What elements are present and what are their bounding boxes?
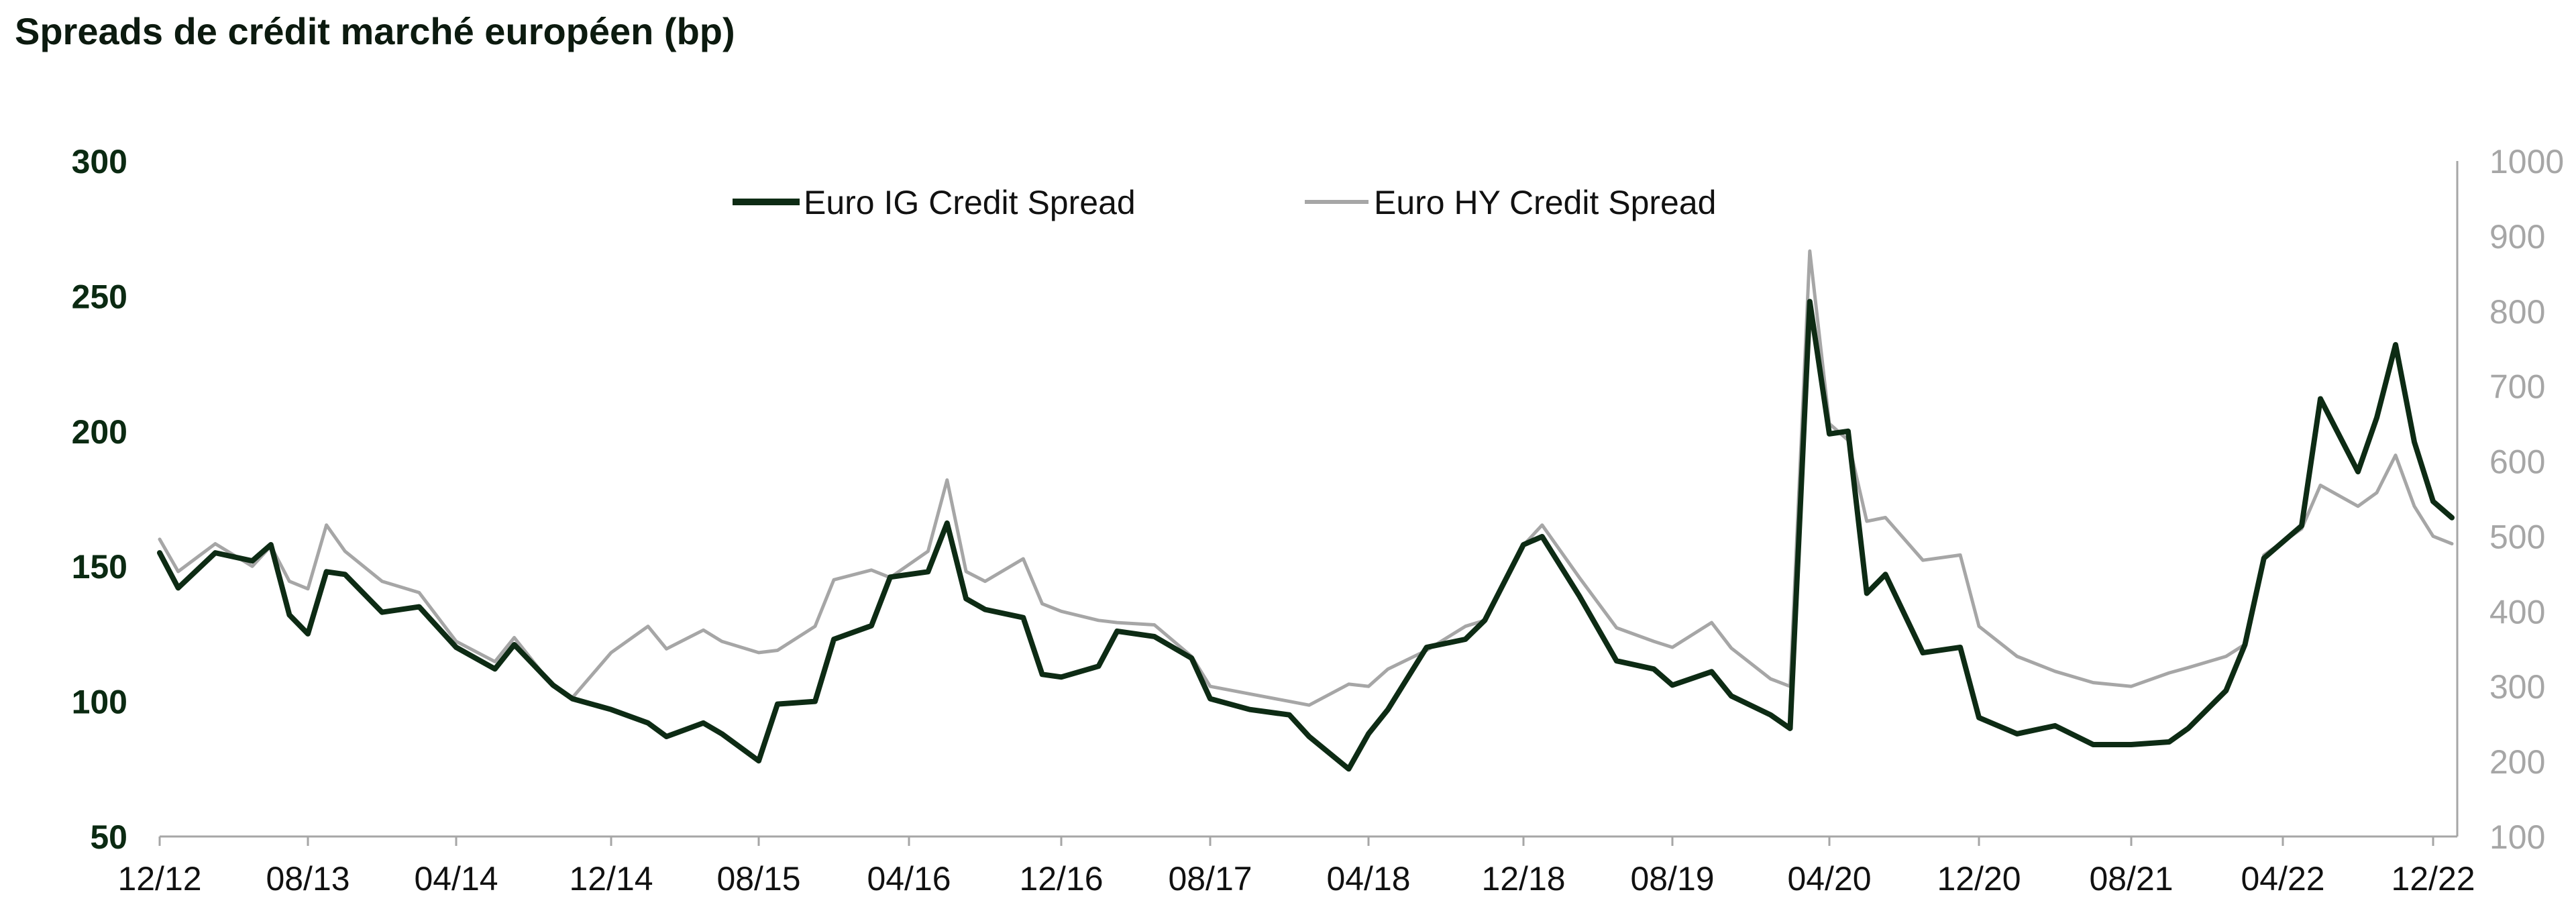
x-tick-label: 04/14 <box>414 860 498 898</box>
x-tick-label: 08/13 <box>266 860 350 898</box>
y-left-tick-label: 200 <box>72 413 127 451</box>
legend-ig-label: Euro IG Credit Spread <box>804 184 1136 221</box>
x-tick-label: 08/21 <box>2089 860 2173 898</box>
y-right-tick-label: 600 <box>2489 443 2545 481</box>
legend: Euro IG Credit Spread Euro HY Credit Spr… <box>733 184 1716 221</box>
x-tick-label: 04/18 <box>1326 860 1410 898</box>
legend-hy-label: Euro HY Credit Spread <box>1374 184 1716 221</box>
x-tick-label: 04/22 <box>2241 860 2324 898</box>
x-tick-label: 12/18 <box>1481 860 1565 898</box>
series-line-ig <box>157 299 2455 772</box>
x-tick-label: 08/15 <box>716 860 800 898</box>
y-left-tick-label: 300 <box>72 143 127 180</box>
chart-title: Spreads de crédit marché européen (bp) <box>15 10 735 52</box>
y-left-tick-label: 100 <box>72 684 127 721</box>
plot-area <box>157 249 2455 772</box>
y-left-tick-label: 250 <box>72 278 127 315</box>
y-right-tick-label: 100 <box>2489 818 2545 856</box>
y-right-tick-label: 200 <box>2489 743 2545 781</box>
y-right-tick-label: 400 <box>2489 593 2545 631</box>
x-tick-label: 12/22 <box>2391 860 2475 898</box>
y-right-tick-label: 300 <box>2489 668 2545 706</box>
y-left-tick-label: 50 <box>90 818 127 856</box>
y-right-tick-label: 1000 <box>2489 143 2564 180</box>
y-right-tick-label: 900 <box>2489 218 2545 256</box>
axes: 300 250 200 150 100 50 1000 900 800 700 600 500 400 3… <box>72 143 2565 898</box>
x-tick-label: 04/20 <box>1787 860 1871 898</box>
x-tick-label: 08/17 <box>1168 860 1252 898</box>
x-tick-label: 04/16 <box>867 860 951 898</box>
x-tick-label: 12/14 <box>569 860 653 898</box>
y-right-tick-label: 500 <box>2489 518 2545 555</box>
x-tick-label: 08/19 <box>1630 860 1714 898</box>
x-tick-label: 12/16 <box>1019 860 1103 898</box>
y-left-tick-label: 150 <box>72 548 127 586</box>
y-right-tick-label: 800 <box>2489 293 2545 331</box>
x-tick-label: 12/12 <box>117 860 201 898</box>
series-line-hy <box>158 249 2454 707</box>
x-tick-label: 12/20 <box>1937 860 2021 898</box>
y-right-tick-label: 700 <box>2489 368 2545 406</box>
